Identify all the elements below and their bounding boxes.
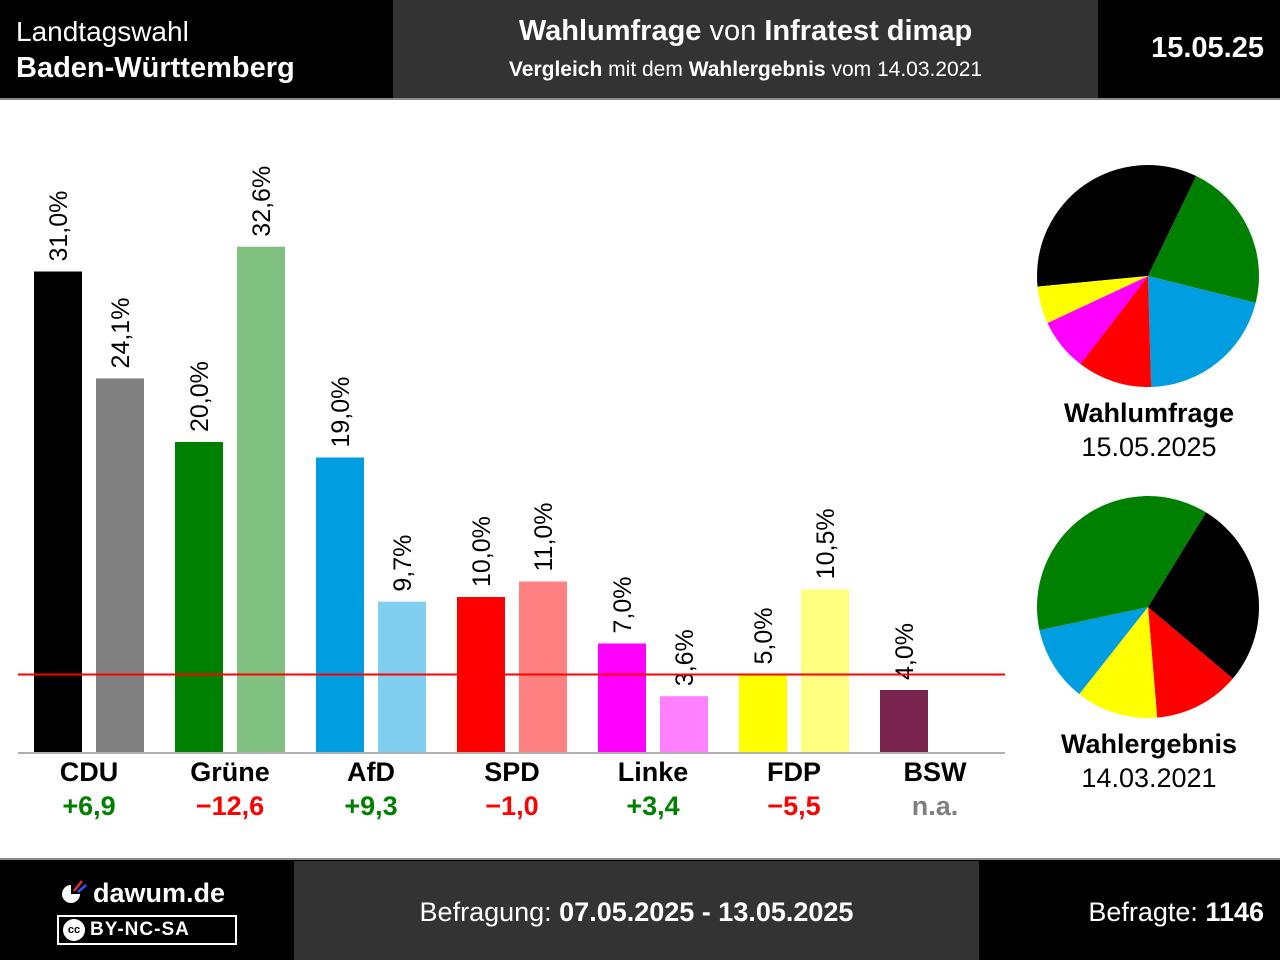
bar-poll-cdu [34,271,82,752]
bar-label-poll-spd: 10,0% [468,516,496,587]
bar-result-grüne [237,246,285,752]
category-label-spd: SPD [484,757,540,787]
header-title-box: Wahlumfrage von Infratest dimap Vergleic… [393,0,1098,98]
bar-label-result-linke: 3,6% [671,629,699,686]
bar-label-poll-bsw: 4,0% [891,623,919,680]
region-label: Baden-Württemberg [16,52,295,84]
category-label-linke: Linke [618,757,689,787]
difference-label-spd: −1,0 [485,791,538,821]
pie-poll-date: 15.05.2025 [1081,432,1217,462]
respondents: Befragte: 1146 [1088,897,1264,928]
pie-result-slice-afd [1039,607,1148,695]
bar-label-result-spd: 11,0% [530,502,558,571]
bar-result-linke [660,696,708,752]
category-label-cdu: CDU [60,757,119,787]
category-label-afd: AfD [347,757,395,787]
bar-poll-grüne [175,442,223,752]
difference-label-cdu: +6,9 [62,791,115,821]
pie-result-slice-fdp [1079,607,1158,719]
subtitle-compare: Vergleich [508,58,603,81]
respondents-label: Befragte: [1088,897,1198,927]
difference-label-linke: +3,4 [626,791,679,821]
bar-label-result-grüne: 32,6% [248,166,276,237]
difference-label-bsw: n.a. [912,791,959,821]
pie-result-date: 14.03.2021 [1081,763,1217,793]
election-label: Landtagswahl [16,16,189,47]
title-connector: von [709,15,757,47]
bar-label-poll-linke: 7,0% [609,577,637,634]
footer-fieldwork-box: Befragung: 07.05.2025 - 13.05.2025 [294,861,979,960]
pie-result-slice-spd [1148,607,1233,718]
bar-result-cdu [96,378,144,752]
title-institute: Infratest dimap [764,15,973,47]
bar-label-poll-grüne: 20,0% [186,361,214,432]
pie-poll-slice-afd [1148,276,1256,387]
respondents-value: 1146 [1205,897,1264,927]
dawum-logo-icon [62,880,87,903]
bar-poll-fdp [739,674,787,752]
title-poll: Wahlumfrage [518,15,702,47]
bar-label-result-fdp: 10,5% [812,508,840,579]
pie-poll-title: Wahlumfrage [1063,398,1234,428]
header-divider [0,98,1280,100]
cc-icon: cc [63,919,85,941]
category-label-fdp: FDP [767,757,821,787]
site-link[interactable]: dawum.de [93,878,226,908]
footer-divider [0,858,1280,861]
license-text: BY-NC-SA [90,919,190,940]
pie-poll-slice-spd [1080,276,1152,387]
footer-respondents-box: Befragte: 1146 [979,861,1280,960]
category-label-bsw: BSW [904,757,968,787]
header: Landtagswahl Baden-Württemberg Wahlumfra… [0,0,1280,98]
difference-label-afd: +9,3 [344,791,397,821]
bar-result-spd [519,581,567,752]
pie-result-slice-grüne [1036,495,1207,631]
bar-chart: 31,0% 24,1% CDU +6,9 20,0% 32,6% Grüne −12,6 19,… [18,165,1260,821]
subtitle-result: Wahlergebnis [688,58,826,81]
bar-result-fdp [801,589,849,752]
fieldwork-value: 07.05.2025 - 13.05.2025 [559,897,854,927]
subtitle-date: vom 14.03.2021 [831,58,983,81]
bar-label-result-afd: 9,7% [389,535,417,592]
difference-label-grüne: −12,6 [196,791,264,821]
pie-poll-slice-cdu [1037,165,1197,287]
bar-label-result-cdu: 24,1% [107,298,135,369]
bar-result-afd [378,601,426,752]
fieldwork-period: Befragung: 07.05.2025 - 13.05.2025 [294,897,979,928]
header-election-box: Landtagswahl Baden-Württemberg [0,0,393,98]
license-badge[interactable]: cc BY-NC-SA [57,915,237,945]
subtitle-connector: mit dem [608,58,683,81]
page-subtitle: Vergleich mit dem Wahlergebnis vom 14.03… [393,58,1098,82]
header-date-box: 15.05.25 [1098,0,1280,98]
pie-poll-slice-linke [1047,276,1148,365]
difference-label-fdp: −5,5 [767,791,820,821]
pie-result-slice-cdu [1148,512,1260,679]
page-title: Wahlumfrage von Infratest dimap [393,15,1098,48]
pie-result-title: Wahlergebnis [1060,729,1238,759]
bar-label-poll-afd: 19,0% [327,377,355,448]
bar-poll-linke [598,643,646,752]
bar-poll-bsw [880,690,928,752]
footer-brand-box: dawum.de cc BY-NC-SA [0,861,294,960]
bar-poll-afd [316,457,364,752]
bar-label-poll-fdp: 5,0% [750,608,778,665]
pie-poll-slice-grüne [1148,176,1260,303]
fieldwork-label: Befragung: [419,897,552,927]
poll-date: 15.05.25 [1151,32,1264,64]
pie-poll-slice-fdp [1037,276,1148,324]
category-label-grüne: Grüne [190,757,270,787]
bar-label-poll-cdu: 31,0% [45,191,73,262]
